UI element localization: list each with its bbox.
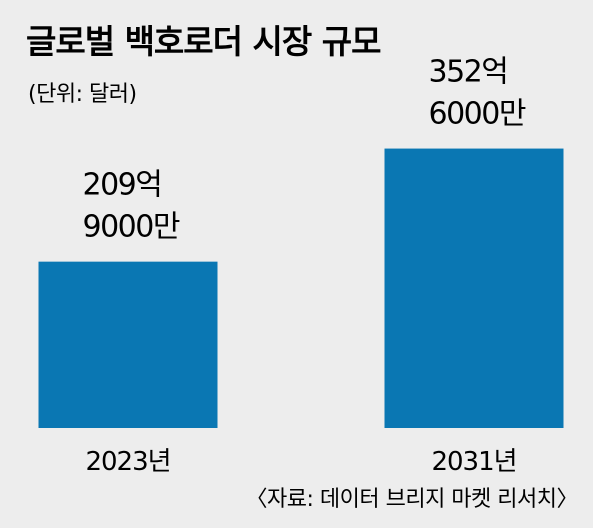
- bar-2031년: [384, 148, 564, 428]
- value-label: 352억: [429, 55, 508, 90]
- unit-label: (단위: 달러): [28, 82, 137, 107]
- value-label: 9000만: [83, 210, 180, 245]
- bar-2023년: [38, 261, 218, 428]
- value-label: 209억: [83, 168, 162, 203]
- source-note: 〈자료: 데이터 브리지 마켓 리서치〉: [245, 487, 578, 512]
- category-label: 2031년: [431, 447, 516, 477]
- category-label: 2023년: [85, 447, 170, 477]
- value-label: 6000만: [429, 97, 526, 132]
- chart-title: 글로벌 백호로더 시장 규모: [26, 22, 381, 61]
